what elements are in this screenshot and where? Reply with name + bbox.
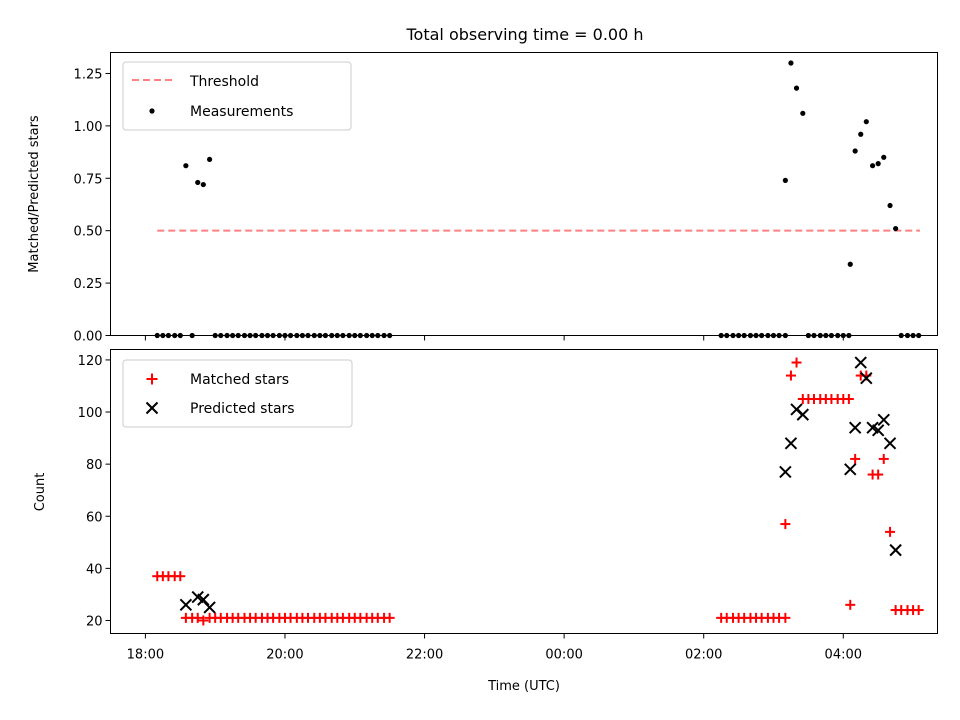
bottom-axis-ticks: 20 40 60 80 100 120 18:00 20:00 22:00 00:00 02:00 0… [78,354,862,663]
predicted-star-point [796,408,810,421]
predicted-star-point [860,371,873,385]
bottom-y-tick-label: 60 [86,510,103,525]
top-y-tick-label: 1.25 [74,67,103,82]
predicted-star-point [848,421,862,434]
matched-star-point [384,612,395,623]
measurement-point [863,119,869,125]
measurement-point [793,85,800,91]
top-plot-area [154,60,922,339]
predicted-star-point [779,465,792,479]
matched-star-point [780,612,791,623]
matched-star-point [850,453,861,464]
measurement-point [852,148,858,154]
measurement-point [782,177,788,183]
predicted-star-point [203,601,216,614]
top-y-tick-label: 0.75 [74,172,103,187]
bottom-legend: Matched stars Predicted stars [122,359,353,428]
measurement-point [195,179,201,186]
matched-star-point [873,469,884,480]
predicted-star-point [877,413,890,427]
bottom-y-axis-label: Count [33,473,48,512]
legend-predicted-swatch [145,401,159,415]
matched-star-point [791,357,802,368]
bottom-x-tick-label: 22:00 [406,648,443,663]
bottom-legend-box [122,359,353,428]
legend-matched-swatch [146,373,158,385]
measurement-point [800,110,806,116]
top-legend-box [122,61,352,131]
bottom-x-tick-label: 02:00 [685,648,722,663]
top-y-tick-label: 0.50 [74,225,103,240]
top-axis-ticks: 0.00 0.25 0.50 0.75 1.00 1.25 [74,67,844,345]
legend-matched-label: Matched stars [190,372,289,388]
top-y-tick-label: 0.00 [74,330,103,345]
measurement-point [207,156,213,163]
measurement-point [788,60,794,66]
bottom-x-tick-label: 18:00 [127,648,164,663]
legend-predicted-label: Predicted stars [190,401,295,417]
predicted-star-point [179,598,193,612]
matched-star-point [843,394,854,405]
bottom-y-tick-label: 80 [86,458,103,473]
bottom-axes-frame [110,349,938,634]
predicted-star-point [854,356,867,369]
matched-star-point [885,526,896,537]
top-y-axis-label: Matched/Predicted stars [27,115,42,273]
top-axes-frame [110,52,938,336]
measurement-point [881,154,887,160]
predicted-star-point [889,543,902,557]
matched-star-point [175,571,186,582]
bottom-x-tick-label: 00:00 [545,648,582,663]
matched-star-point [198,615,209,626]
predicted-star-point [844,463,857,476]
measurement-point [200,181,206,188]
bottom-x-tick-label: 20:00 [266,648,303,663]
legend-measurements-label: Measurements [190,104,293,120]
bottom-panel: 20 40 60 80 100 120 18:00 20:00 22:00 00:00 02:00 0… [33,349,938,694]
bottom-x-tick-label: 04:00 [825,648,862,663]
measurement-point [893,225,899,232]
top-panel: 0.00 0.25 0.50 0.75 1.00 1.25 Matched/Predict… [27,52,938,345]
bottom-y-tick-label: 40 [86,562,103,577]
predicted-star-point [197,593,210,606]
matched-star-point [845,599,856,610]
top-legend: Threshold Measurements [122,61,352,131]
measurement-point [869,163,876,169]
chart-title: Total observing time = 0.00 h [405,25,643,44]
bottom-y-tick-label: 20 [86,614,103,629]
matched-star-point [913,605,924,616]
legend-measurements-swatch [149,108,155,114]
top-y-tick-label: 1.00 [74,120,103,135]
bottom-y-tick-label: 100 [78,406,103,421]
top-y-tick-label: 0.25 [74,277,103,292]
matched-star-point [785,370,796,381]
predicted-star-point [871,424,885,437]
predicted-star-point [784,437,798,450]
matched-star-point [878,453,889,464]
bottom-plot-area [152,356,924,626]
measurement-point [183,163,189,169]
measurement-point [847,261,853,267]
matched-star-point [780,519,791,530]
measurement-point [858,131,864,137]
x-axis-label: Time (UTC) [487,679,560,694]
legend-threshold-label: Threshold [189,74,259,90]
predicted-star-point [883,437,897,450]
measurement-point [875,161,881,167]
bottom-y-tick-label: 120 [78,354,103,369]
measurement-point [887,202,893,209]
matched-star-point [192,612,203,623]
